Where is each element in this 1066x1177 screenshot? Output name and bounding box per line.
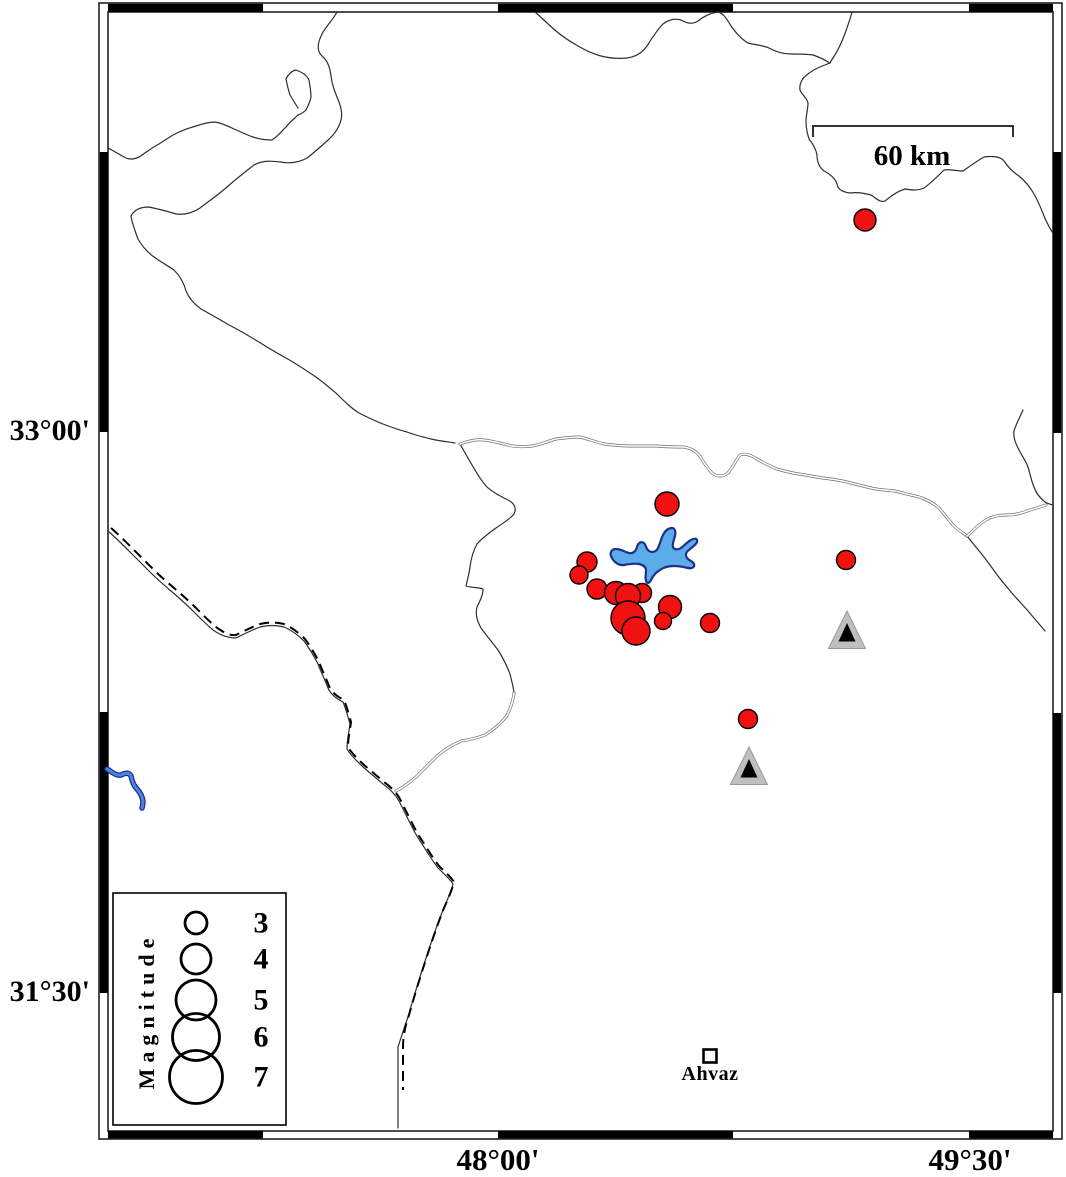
border-right-upper: [1013, 409, 1054, 506]
border-west-horizontal: [107, 69, 312, 160]
border-central-south: [459, 443, 516, 694]
frame-band-segment: [108, 3, 263, 12]
earthquake-marker: [737, 708, 759, 730]
station-marker-inner: [838, 623, 856, 642]
legend-title: Magnitude: [134, 932, 159, 1090]
frame-band-segment: [1053, 152, 1062, 433]
frame-band-segment: [99, 712, 108, 993]
legend-symbols: 34 5 6 7: [168, 907, 269, 1105]
frame-band-segment: [1053, 713, 1062, 993]
earthquake-marker: [699, 612, 721, 634]
earthquake-marker: [835, 549, 857, 571]
legend-box: [112, 892, 287, 1126]
legend-magnitude-label: 4: [254, 943, 269, 976]
legend-magnitude-label: 5: [254, 984, 269, 1017]
river-main: [458, 435, 969, 538]
axis-label-latitude-33: 33°00': [9, 414, 90, 447]
stream: [105, 767, 145, 810]
legend-circle: [171, 1012, 221, 1062]
scale-bar: [812, 125, 1014, 137]
station-layer: [729, 609, 867, 785]
frame-band-segment: [99, 152, 108, 432]
legend-magnitude-label: 3: [254, 907, 269, 940]
frame-band-segment: [498, 1131, 733, 1139]
earthquake-marker: [654, 491, 680, 517]
border-right-lower: [966, 535, 1046, 632]
axis-label-latitude-31: 31°30': [9, 975, 90, 1008]
river-main-centerline: [459, 436, 968, 537]
frame-band-segment: [108, 1131, 263, 1139]
earthquake-layer: [569, 208, 877, 730]
border-top-spur: [829, 11, 853, 64]
river-northeast-branch-centerline: [966, 504, 1047, 537]
frame-band-segment: [969, 1131, 1053, 1139]
axis-label-longitude-49: 49°30': [928, 1142, 1012, 1177]
legend-magnitude-label: 6: [254, 1021, 269, 1054]
earthquake-marker: [653, 611, 673, 631]
border-southwest-dashed: [110, 527, 455, 1090]
axis-label-longitude-48: 48°00': [456, 1142, 540, 1177]
earthquake-marker: [569, 565, 589, 585]
legend-circle: [183, 910, 209, 936]
map-frame: [98, 2, 1063, 1140]
river-southwest-branch-centerline: [395, 692, 515, 792]
legend-circle: [179, 942, 213, 976]
city-square-marker: [702, 1048, 718, 1064]
border-east-descending: [799, 62, 1054, 234]
river-northeast-branch: [965, 503, 1048, 538]
station-marker-inner: [740, 759, 758, 778]
scale-bar-label: 60 km: [873, 140, 951, 172]
river-southwest-branch: [394, 691, 516, 793]
legend-magnitude-label: 7: [254, 1061, 269, 1094]
legend-circle: [174, 978, 218, 1022]
earthquake-marker: [586, 578, 608, 600]
water-layer: [104, 526, 699, 811]
legend-circle: [168, 1049, 224, 1105]
border-northwest: [130, 11, 456, 444]
city-label: Ahvaz: [681, 1063, 739, 1085]
frame-band-segment: [498, 3, 733, 12]
frame-outer-rect: [98, 2, 1063, 1140]
lake: [609, 526, 699, 584]
river-layer: [394, 435, 1048, 793]
frame-band-segment: [969, 3, 1053, 12]
earthquake-marker: [853, 208, 877, 232]
border-northeast: [534, 11, 831, 64]
earthquake-marker: [621, 616, 651, 646]
